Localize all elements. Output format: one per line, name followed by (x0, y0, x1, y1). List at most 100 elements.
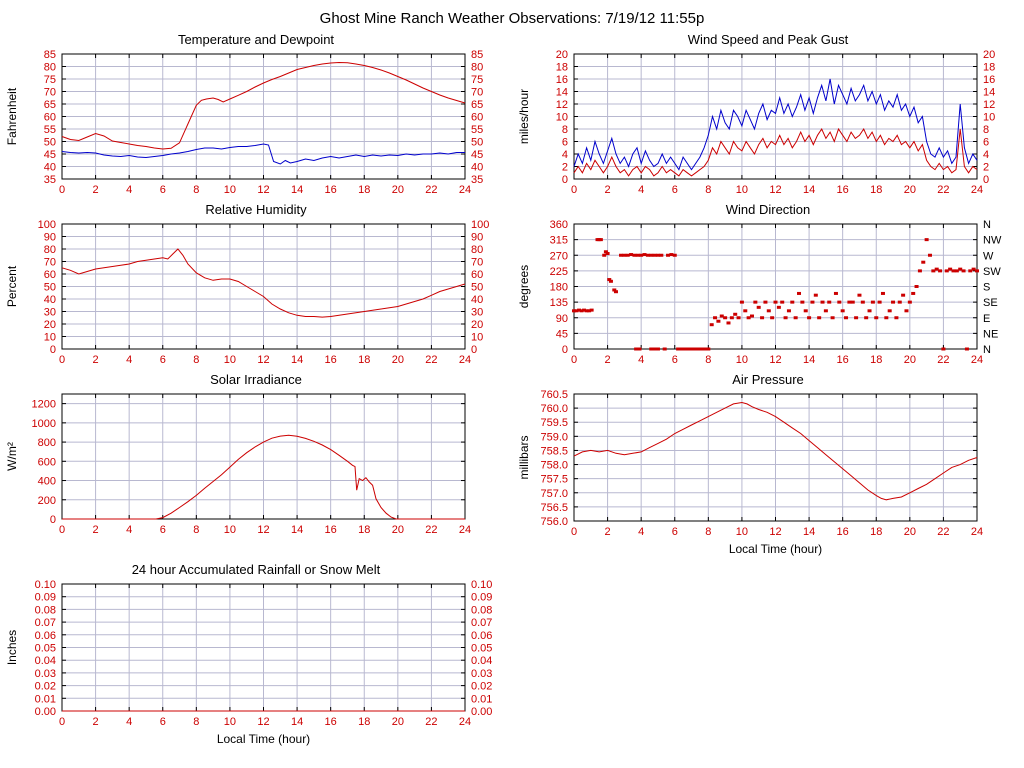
svg-text:0.01: 0.01 (471, 693, 492, 705)
svg-text:8: 8 (705, 526, 711, 538)
svg-text:20: 20 (471, 319, 483, 331)
svg-text:30: 30 (43, 307, 55, 319)
svg-text:35: 35 (471, 174, 483, 186)
svg-text:W: W (983, 250, 994, 262)
svg-text:10: 10 (983, 112, 995, 124)
svg-text:20: 20 (903, 184, 915, 196)
svg-text:16: 16 (324, 524, 336, 536)
svg-text:0.05: 0.05 (34, 643, 55, 655)
svg-text:24: 24 (970, 526, 982, 538)
svg-text:20: 20 (555, 49, 567, 61)
tick-marks (61, 394, 465, 520)
svg-text:80: 80 (43, 62, 55, 74)
svg-text:N: N (983, 344, 991, 356)
svg-text:0: 0 (58, 716, 64, 728)
svg-text:55: 55 (43, 124, 55, 136)
svg-text:22: 22 (937, 184, 949, 196)
series-relative-humidity (61, 248, 465, 318)
svg-text:50: 50 (471, 282, 483, 294)
svg-text:45: 45 (471, 149, 483, 161)
chart-cell-rainfall: 24 hour Accumulated Rainfall or Snow Mel… (0, 561, 512, 751)
chart-title-wind-speed-gust: Wind Speed and Peak Gust (687, 32, 849, 47)
svg-text:70: 70 (43, 257, 55, 269)
svg-text:20: 20 (43, 319, 55, 331)
svg-text:20: 20 (391, 716, 403, 728)
svg-text:0.09: 0.09 (471, 592, 492, 604)
svg-text:757.5: 757.5 (540, 474, 568, 486)
svg-text:270: 270 (549, 250, 567, 262)
svg-text:6: 6 (671, 526, 677, 538)
chart-grid: Temperature and Dewpoint 0 2 4 6 8 10 12 14 16 18… (0, 31, 1024, 751)
svg-text:10: 10 (223, 524, 235, 536)
weather-dashboard: Ghost Mine Ranch Weather Observations: 7… (0, 10, 1024, 751)
series-solar-irradiance (61, 434, 465, 520)
tick-labels: 0 2 4 6 8 10 12 14 16 18 20 22 240200400600800100012… (31, 399, 471, 536)
svg-text:6: 6 (159, 354, 165, 366)
svg-text:4: 4 (638, 354, 644, 366)
svg-text:20: 20 (903, 526, 915, 538)
svg-text:12: 12 (769, 354, 781, 366)
y-axis-label: W/m² (5, 442, 19, 471)
svg-text:756.5: 756.5 (540, 502, 568, 514)
svg-text:0.08: 0.08 (34, 604, 55, 616)
svg-text:85: 85 (43, 49, 55, 61)
chart-canvas-rainfall: 0 2 4 6 8 10 12 14 16 18 20 22 240.00 0.000.01 0.010.0… (5, 579, 492, 746)
svg-text:20: 20 (391, 354, 403, 366)
svg-text:0.06: 0.06 (34, 630, 55, 642)
svg-text:0.09: 0.09 (34, 592, 55, 604)
svg-text:18: 18 (983, 62, 995, 74)
svg-text:SW: SW (983, 266, 1001, 278)
svg-text:2: 2 (92, 184, 98, 196)
svg-text:12: 12 (769, 526, 781, 538)
svg-text:24: 24 (458, 184, 470, 196)
svg-text:50: 50 (471, 137, 483, 149)
svg-text:70: 70 (471, 87, 483, 99)
svg-text:E: E (983, 313, 990, 325)
svg-text:0: 0 (561, 174, 567, 186)
svg-text:90: 90 (43, 232, 55, 244)
svg-text:24: 24 (970, 354, 982, 366)
tick-marks (61, 53, 465, 180)
svg-text:60: 60 (471, 112, 483, 124)
svg-text:6: 6 (159, 716, 165, 728)
tick-marks (61, 223, 465, 350)
svg-text:8: 8 (193, 184, 199, 196)
svg-text:14: 14 (802, 526, 814, 538)
x-axis-label: Local Time (hour) (216, 732, 309, 746)
chart-title-solar-irradiance: Solar Irradiance (210, 372, 302, 387)
svg-text:758.5: 758.5 (540, 445, 568, 457)
tick-marks (573, 53, 977, 180)
svg-text:22: 22 (937, 354, 949, 366)
svg-text:14: 14 (802, 354, 814, 366)
svg-text:200: 200 (37, 495, 55, 507)
series-dewpoint (61, 143, 465, 165)
svg-text:10: 10 (471, 332, 483, 344)
svg-text:10: 10 (223, 354, 235, 366)
svg-text:18: 18 (870, 526, 882, 538)
svg-text:0: 0 (570, 184, 576, 196)
svg-text:2: 2 (92, 354, 98, 366)
svg-text:18: 18 (358, 354, 370, 366)
svg-text:10: 10 (735, 526, 747, 538)
chart-cell-air-pressure: Air Pressure 0 2 4 6 8 10 12 14 16 18 20 22 24 756.0 7… (512, 371, 1024, 561)
svg-text:0.05: 0.05 (471, 643, 492, 655)
svg-text:18: 18 (555, 62, 567, 74)
svg-text:22: 22 (425, 524, 437, 536)
svg-text:360: 360 (549, 219, 567, 231)
svg-text:8: 8 (983, 124, 989, 136)
svg-text:75: 75 (471, 74, 483, 86)
svg-text:2: 2 (92, 716, 98, 728)
gridlines (573, 394, 977, 521)
svg-text:758.0: 758.0 (540, 460, 568, 472)
svg-text:40: 40 (43, 162, 55, 174)
svg-text:4: 4 (561, 149, 567, 161)
svg-text:70: 70 (471, 257, 483, 269)
svg-text:85: 85 (471, 49, 483, 61)
svg-text:NW: NW (983, 235, 1002, 247)
svg-text:759.0: 759.0 (540, 431, 568, 443)
y-axis-label: Fahrenheit (5, 87, 19, 145)
svg-text:315: 315 (549, 235, 567, 247)
